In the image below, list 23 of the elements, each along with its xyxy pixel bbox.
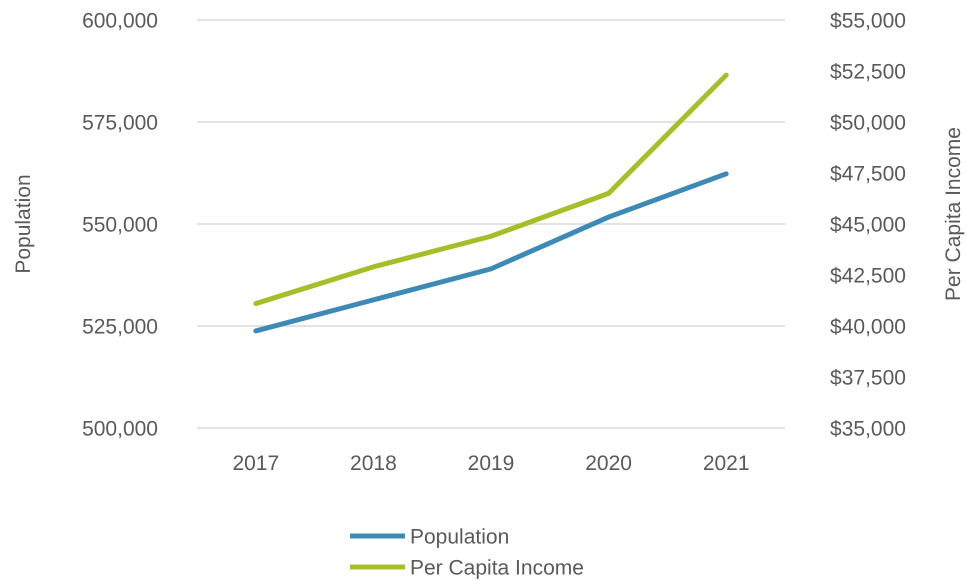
y2-tick-label: $42,500 bbox=[830, 264, 906, 288]
y-tick-label: 525,000 bbox=[82, 315, 158, 338]
y2-tick-label: $40,000 bbox=[830, 315, 906, 338]
y-tick-label: 575,000 bbox=[82, 111, 158, 134]
y-tick-label: 550,000 bbox=[82, 213, 158, 236]
y2-tick-label: $52,500 bbox=[830, 60, 906, 84]
x-tick-label: 2019 bbox=[468, 452, 514, 475]
y2-tick-label: $37,500 bbox=[830, 366, 906, 390]
legend-label: Per Capita Income bbox=[410, 556, 584, 580]
y-axis-title: Population bbox=[12, 174, 35, 274]
x-tick-label: 2020 bbox=[585, 452, 632, 475]
x-tick-label: 2021 bbox=[702, 452, 750, 475]
y-tick-label: 500,000 bbox=[82, 417, 158, 440]
y2-tick-label: $55,000 bbox=[830, 9, 906, 32]
y2-axis-title: Per Capita Income bbox=[942, 127, 965, 301]
y-tick-label: 600,000 bbox=[82, 9, 158, 32]
legend-label: Population bbox=[410, 525, 510, 548]
x-tick-label: 2017 bbox=[232, 452, 280, 475]
y2-tick-label: $35,000 bbox=[830, 417, 906, 440]
x-tick-label: 2018 bbox=[350, 452, 397, 475]
y2-tick-label: $45,000 bbox=[830, 213, 906, 236]
y2-tick-label: $50,000 bbox=[830, 111, 906, 134]
y2-tick-label: $47,500 bbox=[830, 162, 906, 186]
